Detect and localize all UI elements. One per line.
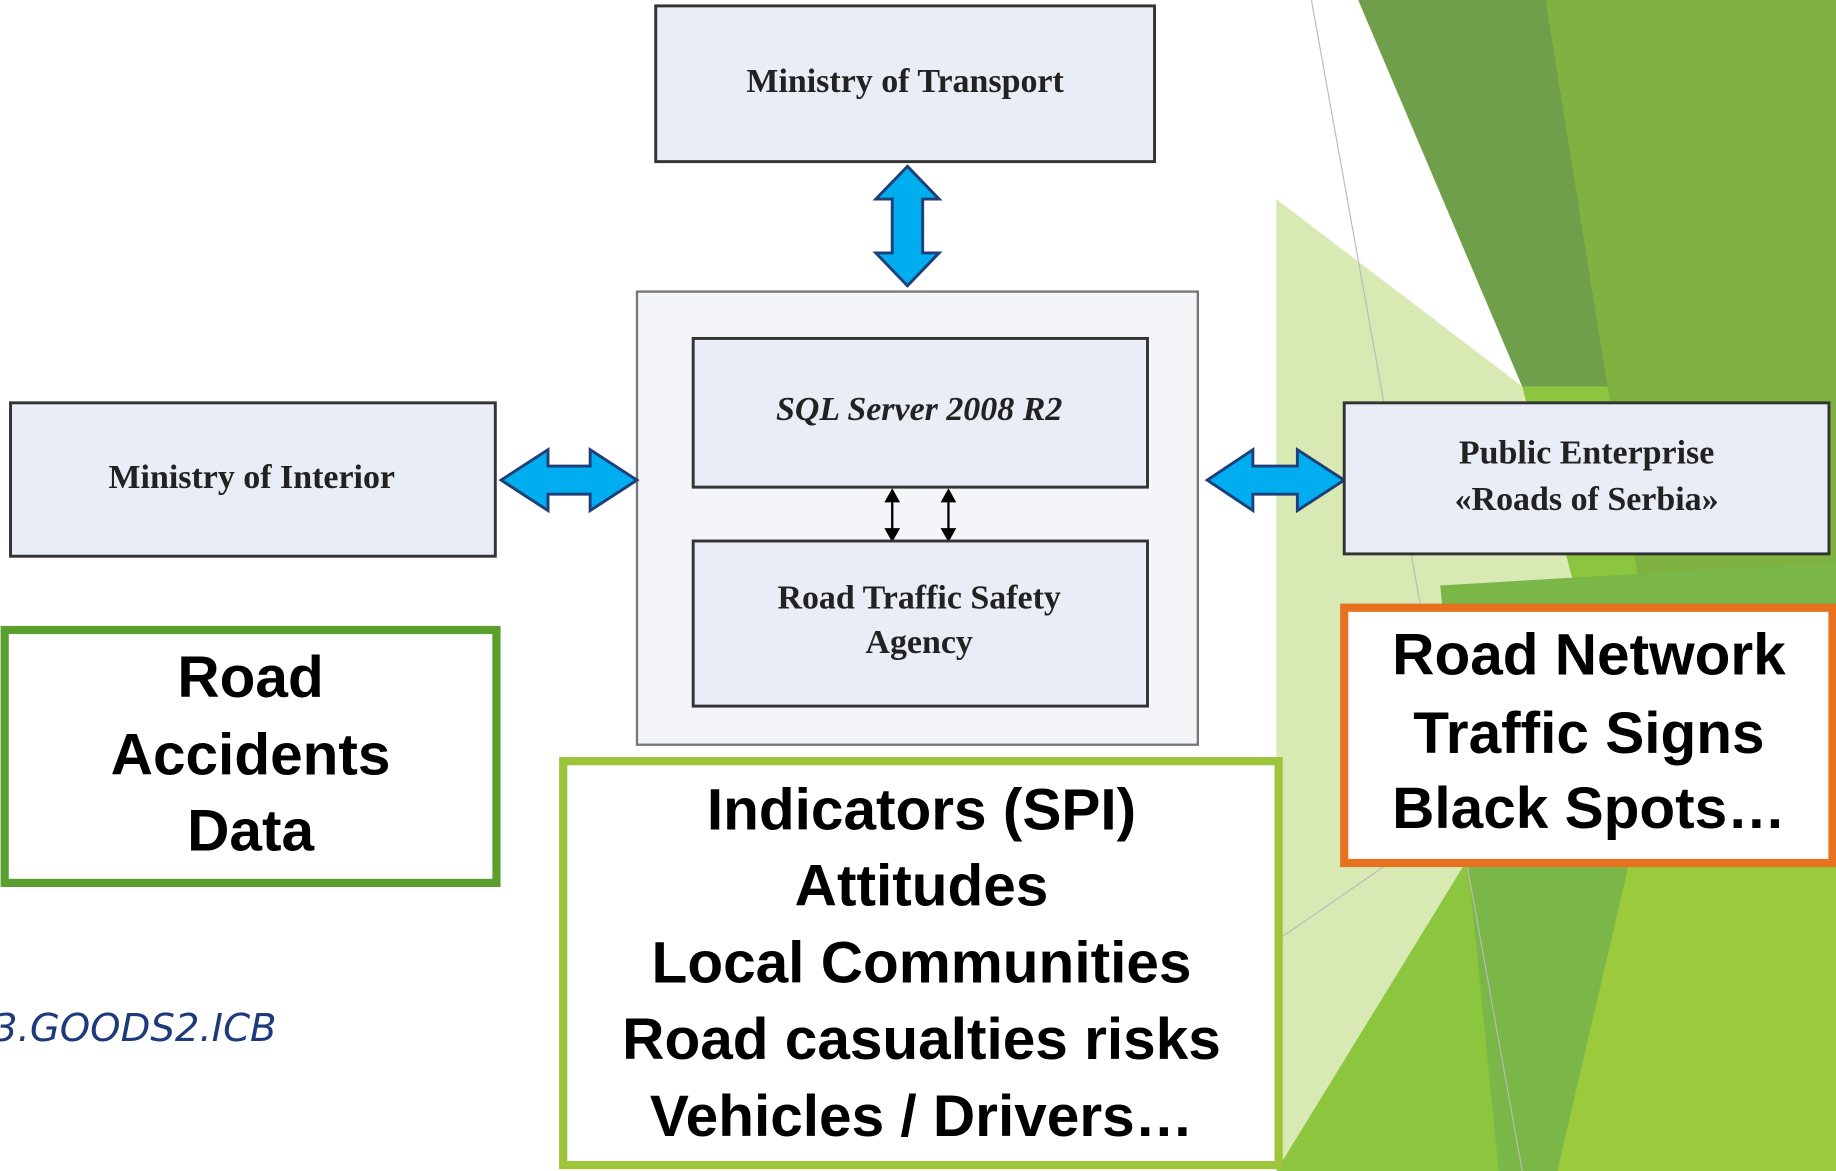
callout-line: Indicators (SPI)	[707, 777, 1136, 842]
background	[1276, 0, 1836, 1171]
footer: 3.GOODS2.ICB	[0, 1006, 277, 1051]
callout-line: Vehicles / Drivers…	[650, 1084, 1193, 1149]
callout-line: Black Spots…	[1392, 776, 1786, 841]
arrow	[498, 446, 640, 514]
callout-line: Attitudes	[795, 853, 1049, 918]
node-label: Ministry of Interior	[108, 459, 395, 496]
box-interior	[9, 401, 497, 558]
box-transport	[654, 4, 1156, 164]
box-sql	[691, 336, 1149, 489]
small-arrows	[884, 488, 957, 543]
node-label: SQL Server 2008 R2	[776, 391, 1062, 428]
callout-line: Traffic Signs	[1413, 701, 1764, 766]
callout-line: Road casualties risks	[622, 1007, 1221, 1072]
node-label: Agency	[865, 624, 972, 661]
callout-indicators	[559, 757, 1283, 1170]
callout-network	[1340, 603, 1836, 868]
box-roads	[1342, 401, 1831, 556]
node-label: Road Traffic Safety	[777, 580, 1060, 617]
callout-accidents	[0, 625, 501, 888]
arrow	[872, 164, 943, 288]
box-agency	[691, 539, 1149, 708]
bg-line	[1310, 0, 1523, 1171]
node-label: «Roads of Serbia»	[1455, 481, 1719, 518]
callout-line: Local Communities	[652, 931, 1192, 996]
node-label: Public Enterprise	[1459, 434, 1714, 471]
callout-line: Accidents	[111, 722, 391, 787]
callout-line: Data	[187, 798, 314, 863]
callout-line: Road Network	[1392, 623, 1786, 688]
callout-line: Road	[177, 645, 323, 710]
node-label: Ministry of Transport	[746, 63, 1064, 100]
